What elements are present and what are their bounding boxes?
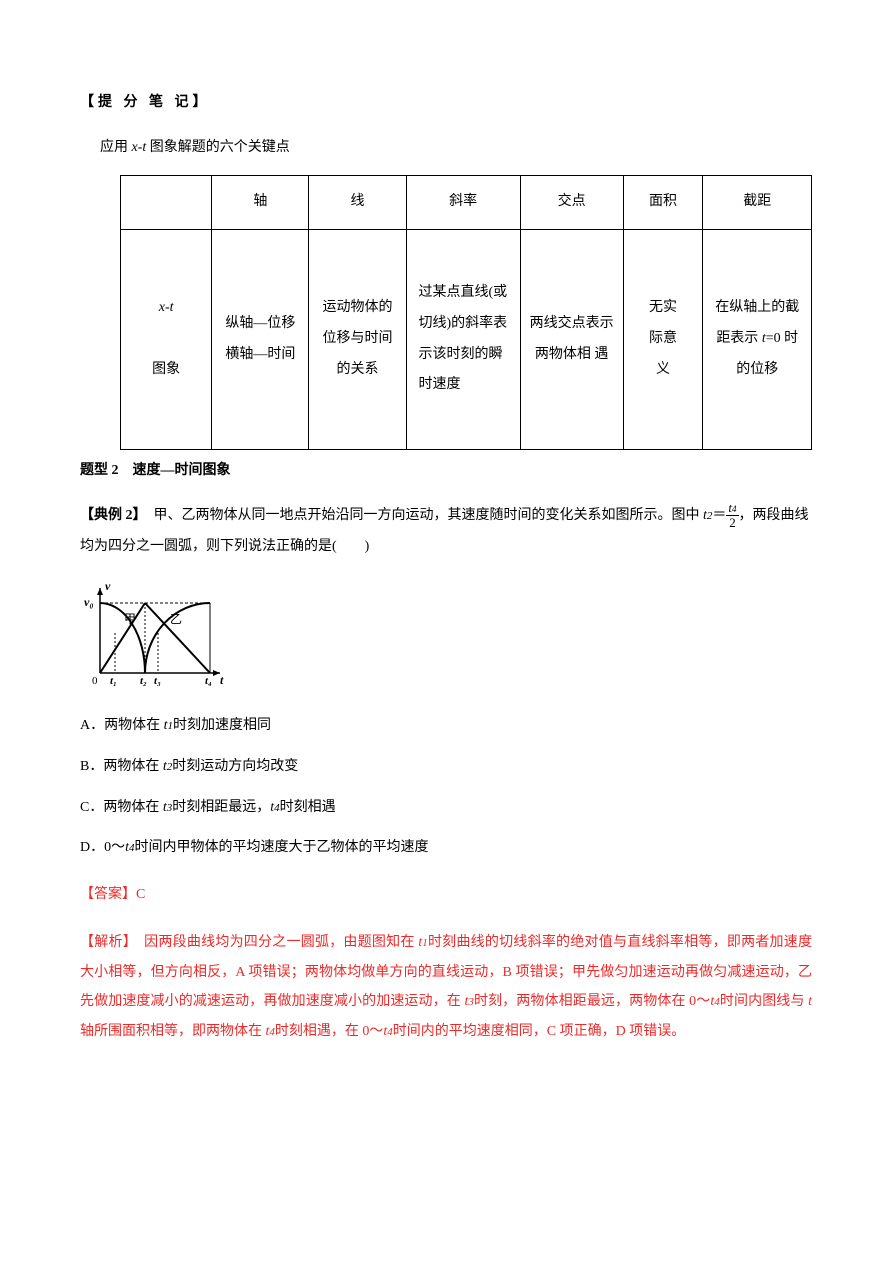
intro-suffix: 图象解题的六个关键点 — [146, 140, 290, 155]
svg-text:t₃: t₃ — [154, 675, 161, 687]
answer-line: 【答案】C — [80, 882, 812, 909]
th-area: 面积 — [623, 176, 703, 230]
cell-area: 无实 际意 义 — [623, 230, 703, 450]
th-axis: 轴 — [212, 176, 309, 230]
svg-text:t₁: t₁ — [110, 675, 117, 687]
opt-c-mid: 时刻相距最远， — [172, 800, 270, 815]
svg-text:t₂: t₂ — [140, 675, 147, 687]
vt-chart: v v₀ 0 t₁ t₂ t₃ t₄ t 甲 乙 — [80, 578, 230, 693]
row-label-var: x-t — [159, 300, 174, 315]
svg-text:0: 0 — [92, 675, 98, 687]
label-yi: 乙 — [170, 612, 182, 626]
th-intersection: 交点 — [520, 176, 623, 230]
opt-c-post: 时刻相遇 — [280, 800, 336, 815]
option-a: A．两物体在 t1时刻加速度相同 — [80, 713, 812, 740]
example2-fraction: t42 — [726, 501, 738, 531]
analysis-body7: 时间内的平均速度相同，C 项正确，D 项错误。 — [393, 1024, 685, 1039]
table-row: x-t 图象 纵轴—位移 横轴—时间 运动物体的位移与时间的关系 过某点直线(或… — [121, 230, 812, 450]
table-header-row: 轴 线 斜率 交点 面积 截距 — [121, 176, 812, 230]
row-label-text: 图象 — [152, 362, 180, 377]
analysis-label: 【解析】 — [80, 935, 130, 950]
opt-b-pre: B．两物体在 — [80, 759, 163, 774]
analysis-body3: 时刻，两物体相距最远，两物体在 0～ — [474, 994, 711, 1009]
example2-intro: 【典例 2】 甲、乙两物体从同一地点开始沿同一方向运动，其速度随时间的变化关系如… — [80, 501, 812, 563]
th-blank — [121, 176, 212, 230]
analysis-body5: 轴所围面积相等，即两物体在 — [80, 1024, 266, 1039]
option-d: D．0～t4时间内甲物体的平均速度大于乙物体的平均速度 — [80, 835, 812, 862]
analysis-body6: 时刻相遇，在 0～ — [275, 1024, 384, 1039]
cell-slope: 过某点直线(或 切线)的斜率表 示该时刻的瞬 时速度 — [406, 230, 520, 450]
opt-d-pre: D．0～ — [80, 840, 125, 855]
analysis-tvar: t — [808, 994, 812, 1009]
topic2-title: 题型 2 速度—时间图象 — [80, 458, 812, 485]
svg-text:v: v — [105, 579, 111, 593]
svg-text:t: t — [220, 673, 224, 687]
opt-b-post: 时刻运动方向均改变 — [172, 759, 298, 774]
example2-eq: ＝ — [712, 508, 726, 523]
row-label-cell: x-t 图象 — [121, 230, 212, 450]
svg-text:v₀: v₀ — [84, 595, 94, 609]
th-intercept: 截距 — [703, 176, 812, 230]
example2-label: 【典例 2】 — [80, 508, 140, 523]
cell-intersection: 两线交点表示两物体相 遇 — [520, 230, 623, 450]
notes-header: 【提 分 笔 记】 — [80, 90, 812, 117]
analysis-body1: 因两段曲线均为四分之一圆弧，由题图知在 — [130, 935, 418, 950]
intro-prefix: 应用 — [100, 140, 132, 155]
cell-line: 运动物体的位移与时间的关系 — [309, 230, 406, 450]
option-b: B．两物体在 t2时刻运动方向均改变 — [80, 754, 812, 781]
intro-line: 应用 x-t 图象解题的六个关键点 — [100, 135, 812, 162]
example2-text-pre: 甲、乙两物体从同一地点开始沿同一方向运动，其速度随时间的变化关系如图所示。图中 — [140, 508, 704, 523]
opt-a-pre: A．两物体在 — [80, 718, 164, 733]
option-c: C．两物体在 t3时刻相距最远，t4时刻相遇 — [80, 795, 812, 822]
cell-axis: 纵轴—位移 横轴—时间 — [212, 230, 309, 450]
chart-svg: v v₀ 0 t₁ t₂ t₃ t₄ t 甲 乙 — [80, 578, 230, 688]
cell-intercept: 在纵轴上的截距表示 t=0 时的位移 — [703, 230, 812, 450]
th-slope: 斜率 — [406, 176, 520, 230]
intro-var: x-t — [132, 140, 147, 155]
svg-text:t₄: t₄ — [205, 675, 212, 687]
opt-c-pre: C．两物体在 — [80, 800, 163, 815]
opt-a-post: 时刻加速度相同 — [173, 718, 271, 733]
key-points-table: 轴 线 斜率 交点 面积 截距 x-t 图象 纵轴—位移 横轴—时间 运动物体的… — [120, 175, 812, 450]
opt-d-post: 时间内甲物体的平均速度大于乙物体的平均速度 — [135, 840, 429, 855]
analysis-block: 【解析】 因两段曲线均为四分之一圆弧，由题图知在 t1时刻曲线的切线斜率的绝对值… — [80, 928, 812, 1046]
analysis-body4: 时间内图线与 — [720, 994, 808, 1009]
th-line: 线 — [309, 176, 406, 230]
label-jia: 甲 — [124, 612, 136, 626]
